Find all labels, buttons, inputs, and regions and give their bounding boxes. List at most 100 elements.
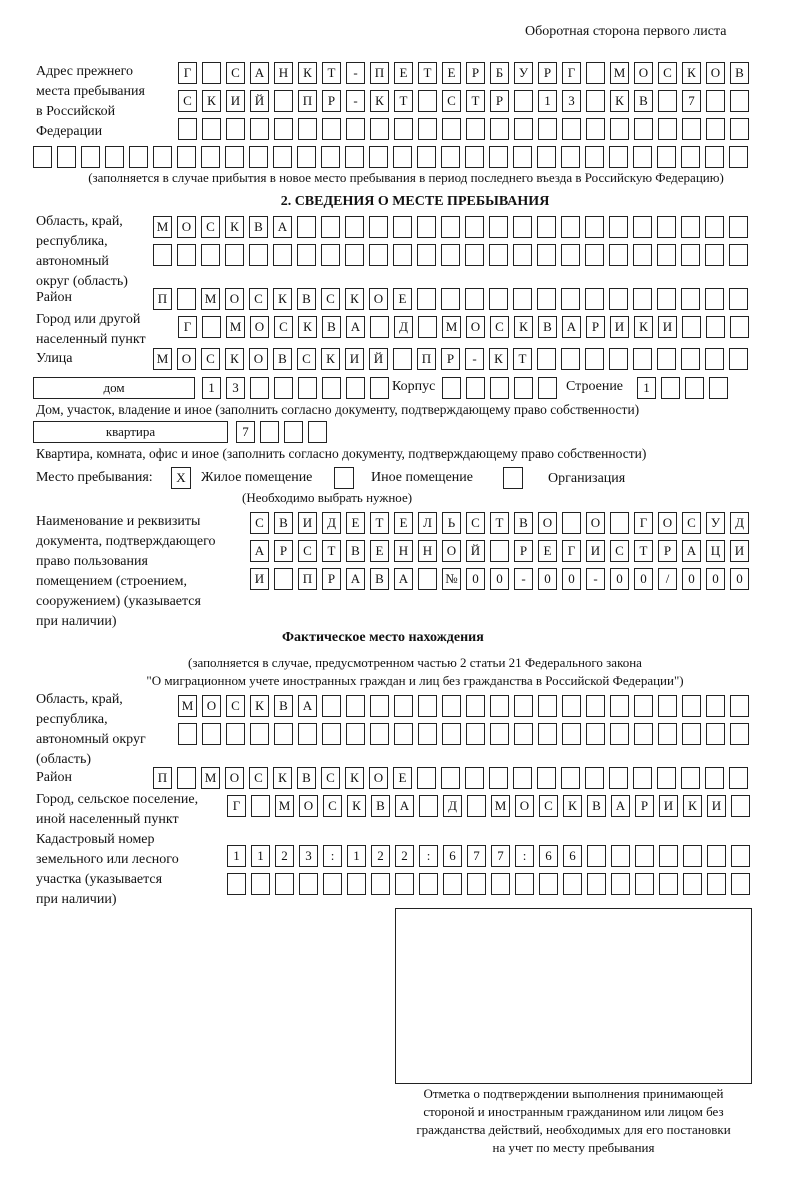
char-cell[interactable]	[298, 723, 317, 745]
char-cell[interactable]: 2	[395, 845, 414, 867]
char-cell[interactable]	[513, 146, 532, 168]
char-cell[interactable]	[609, 146, 628, 168]
char-cell[interactable]	[585, 288, 604, 310]
char-cell[interactable]	[347, 873, 366, 895]
char-cell[interactable]: В	[297, 767, 316, 789]
char-cell[interactable]	[284, 421, 303, 443]
char-cell[interactable]: 1	[347, 845, 366, 867]
char-cell[interactable]: Д	[394, 316, 413, 338]
char-cell[interactable]: -	[465, 348, 484, 370]
char-cell[interactable]	[393, 244, 412, 266]
char-cell[interactable]	[729, 244, 748, 266]
char-cell[interactable]	[585, 348, 604, 370]
char-cell[interactable]	[729, 288, 748, 310]
char-cell[interactable]	[563, 873, 582, 895]
char-cell[interactable]: О	[299, 795, 318, 817]
char-cell[interactable]: Н	[274, 62, 293, 84]
char-cell[interactable]: О	[369, 767, 388, 789]
char-cell[interactable]	[707, 845, 726, 867]
char-cell[interactable]: С	[321, 288, 340, 310]
char-cell[interactable]	[709, 377, 728, 399]
char-cell[interactable]	[513, 216, 532, 238]
char-cell[interactable]	[514, 695, 533, 717]
char-cell[interactable]: Р	[586, 316, 605, 338]
char-cell[interactable]: К	[370, 90, 389, 112]
char-cell[interactable]	[514, 90, 533, 112]
char-cell[interactable]	[705, 288, 724, 310]
char-cell[interactable]: О	[466, 316, 485, 338]
char-cell[interactable]: П	[153, 767, 172, 789]
char-cell[interactable]: О	[177, 348, 196, 370]
char-cell[interactable]	[417, 146, 436, 168]
char-cell[interactable]: Т	[394, 90, 413, 112]
char-cell[interactable]	[321, 146, 340, 168]
char-cell[interactable]	[489, 767, 508, 789]
char-cell[interactable]	[659, 845, 678, 867]
char-cell[interactable]	[441, 216, 460, 238]
char-cell[interactable]: В	[274, 512, 293, 534]
char-cell[interactable]	[297, 244, 316, 266]
char-cell[interactable]	[394, 723, 413, 745]
char-cell[interactable]: И	[226, 90, 245, 112]
char-cell[interactable]: 0	[538, 568, 557, 590]
char-cell[interactable]	[586, 90, 605, 112]
char-cell[interactable]	[730, 723, 749, 745]
char-cell[interactable]: 1	[251, 845, 270, 867]
char-cell[interactable]	[491, 873, 510, 895]
char-cell[interactable]	[201, 244, 220, 266]
char-cell[interactable]	[730, 695, 749, 717]
char-cell[interactable]	[610, 723, 629, 745]
char-cell[interactable]	[489, 244, 508, 266]
char-cell[interactable]	[371, 873, 390, 895]
char-cell[interactable]	[681, 244, 700, 266]
char-cell[interactable]	[202, 723, 221, 745]
char-cell[interactable]: 0	[730, 568, 749, 590]
char-cell[interactable]	[202, 316, 221, 338]
char-cell[interactable]	[729, 767, 748, 789]
char-cell[interactable]	[442, 118, 461, 140]
char-cell[interactable]	[417, 244, 436, 266]
char-cell[interactable]	[393, 146, 412, 168]
char-cell[interactable]: А	[346, 568, 365, 590]
house-type-field[interactable]: дом	[33, 377, 195, 399]
char-cell[interactable]: К	[202, 90, 221, 112]
char-cell[interactable]: К	[610, 90, 629, 112]
char-cell[interactable]	[418, 90, 437, 112]
char-cell[interactable]: 6	[539, 845, 558, 867]
char-cell[interactable]: -	[514, 568, 533, 590]
char-cell[interactable]	[683, 845, 702, 867]
char-cell[interactable]	[250, 118, 269, 140]
char-cell[interactable]	[129, 146, 148, 168]
char-cell[interactable]: Т	[322, 540, 341, 562]
char-cell[interactable]: М	[153, 348, 172, 370]
char-cell[interactable]	[681, 216, 700, 238]
char-cell[interactable]: О	[177, 216, 196, 238]
char-cell[interactable]	[346, 695, 365, 717]
char-cell[interactable]	[730, 90, 749, 112]
char-cell[interactable]: С	[466, 512, 485, 534]
char-cell[interactable]: :	[323, 845, 342, 867]
char-cell[interactable]: В	[297, 288, 316, 310]
char-cell[interactable]: П	[298, 90, 317, 112]
char-cell[interactable]: К	[563, 795, 582, 817]
char-cell[interactable]	[633, 216, 652, 238]
char-cell[interactable]	[586, 723, 605, 745]
char-cell[interactable]	[227, 873, 246, 895]
char-cell[interactable]	[561, 288, 580, 310]
char-cell[interactable]	[489, 216, 508, 238]
char-cell[interactable]	[514, 118, 533, 140]
char-cell[interactable]	[345, 146, 364, 168]
char-cell[interactable]: И	[298, 512, 317, 534]
char-cell[interactable]	[273, 244, 292, 266]
char-cell[interactable]	[345, 244, 364, 266]
char-cell[interactable]: К	[345, 288, 364, 310]
char-cell[interactable]	[682, 118, 701, 140]
char-cell[interactable]	[394, 118, 413, 140]
char-cell[interactable]	[274, 90, 293, 112]
char-cell[interactable]	[561, 244, 580, 266]
char-cell[interactable]: 0	[466, 568, 485, 590]
char-cell[interactable]: М	[178, 695, 197, 717]
char-cell[interactable]	[587, 873, 606, 895]
char-cell[interactable]	[251, 795, 270, 817]
char-cell[interactable]: 1	[227, 845, 246, 867]
